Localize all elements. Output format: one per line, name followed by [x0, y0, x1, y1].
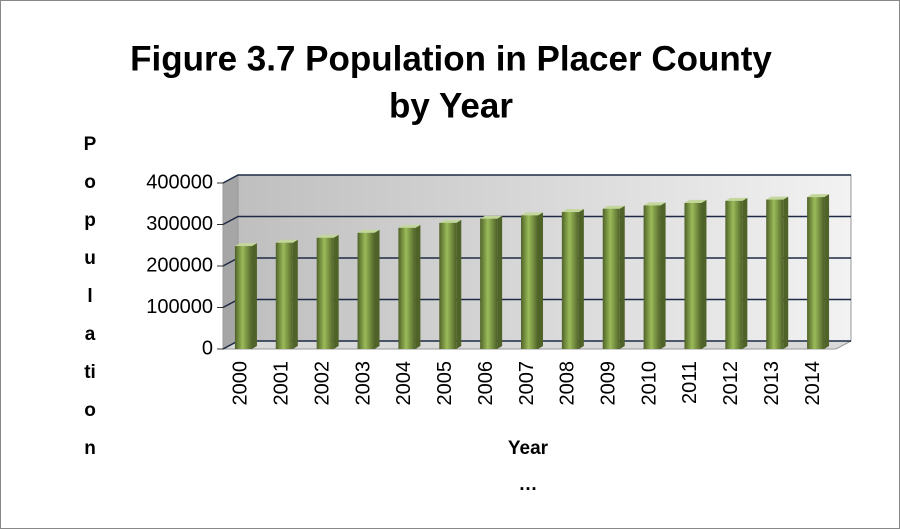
bar	[561, 209, 584, 349]
bar-side	[538, 212, 543, 349]
x-tick-label: 2008	[557, 361, 579, 406]
y-tick-label: 0	[202, 337, 213, 359]
bar	[275, 239, 298, 349]
bar-top	[725, 197, 748, 201]
x-tick-label: 2000	[230, 361, 252, 406]
x-tick-label: 2012	[720, 361, 742, 406]
x-tick-label: 2014	[802, 361, 824, 406]
x-tick-label: 2013	[761, 361, 783, 406]
x-tick-label: 2010	[638, 361, 660, 406]
bar-front	[398, 227, 416, 349]
bar-side	[497, 215, 503, 349]
x-tick-label: 2006	[475, 361, 497, 406]
bar-top	[561, 209, 584, 213]
bar	[521, 212, 543, 349]
bar-top	[398, 224, 421, 228]
x-tick-label: 2001	[271, 361, 293, 406]
x-tick-label: 2003	[352, 361, 374, 406]
bar	[725, 197, 748, 349]
bar-side	[456, 219, 462, 349]
bar-front	[357, 232, 375, 349]
x-axis-label-continuation: …	[519, 474, 538, 495]
bar	[807, 194, 830, 349]
bar-top	[234, 243, 257, 247]
bar-side	[292, 239, 298, 349]
bar-top	[316, 234, 339, 238]
bar	[439, 219, 462, 349]
y-tick-label: 200000	[146, 254, 213, 276]
chart-title: Figure 3.7 Population in Placer County	[130, 39, 772, 78]
bar-top	[766, 196, 789, 200]
bar-front	[561, 212, 579, 349]
y-tick-label: 100000	[146, 296, 213, 318]
bar-side	[251, 243, 257, 349]
bar-top	[357, 229, 380, 233]
bar	[234, 243, 257, 349]
bar-front	[684, 202, 702, 349]
bar-front	[480, 218, 498, 349]
bar	[316, 234, 339, 349]
bar	[480, 215, 503, 349]
bar-top	[275, 239, 298, 243]
bar	[398, 224, 421, 349]
bar	[643, 202, 666, 349]
x-tick-label: 2005	[434, 361, 456, 406]
bar-front	[725, 200, 743, 349]
chart-title: by Year	[389, 86, 513, 125]
grid-line	[222, 174, 851, 184]
bar-top	[439, 219, 462, 223]
bar-side	[660, 202, 666, 349]
bar-top	[684, 199, 707, 203]
x-tick-label: 2007	[516, 361, 538, 406]
bar-side	[619, 205, 625, 349]
bar	[357, 229, 380, 349]
bar-side	[578, 209, 584, 349]
bar-front	[439, 222, 457, 349]
y-axis-label: Population	[83, 134, 97, 459]
bar-front	[602, 208, 620, 349]
bar-side	[742, 197, 748, 349]
bar-front	[316, 237, 334, 349]
bar	[602, 205, 625, 349]
bar-top	[480, 215, 503, 219]
bar-front	[643, 205, 661, 349]
bar-side	[374, 229, 380, 349]
x-tick-label: 2004	[393, 361, 415, 406]
bar-top	[643, 202, 666, 206]
bar-front	[521, 215, 538, 349]
bar-side	[701, 199, 707, 349]
bar	[684, 199, 707, 349]
bar-top	[602, 205, 625, 209]
bar-top	[807, 194, 830, 198]
x-tick-label: 2002	[311, 361, 333, 406]
bar-front	[766, 199, 784, 349]
bar-front	[275, 242, 293, 349]
y-tick-label: 300000	[146, 213, 213, 235]
bar-side	[333, 234, 339, 349]
x-tick-label: 2011	[679, 361, 701, 404]
y-tick-label: 400000	[146, 171, 213, 193]
bar-front	[807, 197, 825, 349]
bar	[766, 196, 789, 349]
x-axis-label: Year	[508, 438, 549, 459]
bar-side	[415, 224, 421, 349]
bar-side	[824, 194, 830, 349]
bar-side	[783, 196, 789, 349]
bar-top	[521, 212, 543, 216]
x-tick-label: 2009	[598, 361, 620, 406]
bar-front	[234, 246, 252, 349]
